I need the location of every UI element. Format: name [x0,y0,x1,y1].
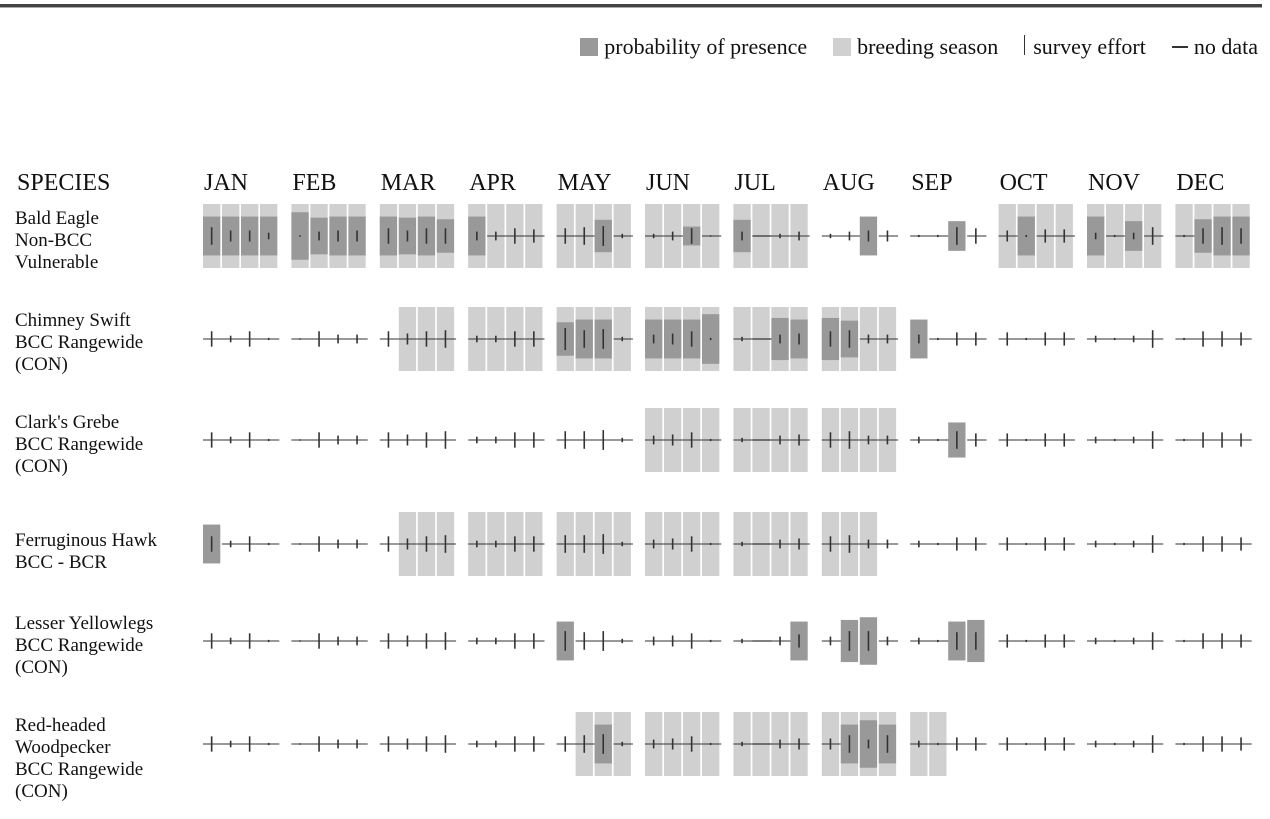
legend-nodata: no data [1171,34,1258,60]
presence-swatch [580,38,599,56]
month-header-oct: OCT [999,170,1048,196]
species-label: Clark's Grebe BCC Rangewide (CON) [15,412,143,478]
effort-swatch [1024,35,1026,55]
month-header-dec: DEC [1176,170,1225,196]
species-label-line: (CON) [15,781,68,802]
month-header-nov: NOV [1088,170,1140,196]
month-header-feb: FEB [292,170,337,196]
month-header-jul: JUL [734,170,776,196]
legend-breeding: breeding season [833,34,998,60]
legend-effort: survey effort [1024,34,1146,60]
species-label-line: Woodpecker [15,737,111,758]
legend-breeding-label: breeding season [857,34,999,59]
species-label-line: BCC Rangewide [15,434,144,455]
month-header-jan: JAN [204,170,249,196]
species-label-line: (CON) [15,354,68,375]
month-header-mar: MAR [380,170,436,196]
legend-nodata-label: no data [1193,34,1258,59]
legend: probability of presence breeding season … [580,34,1258,60]
species-label-line: (CON) [15,456,68,477]
species-label: Red-headed Woodpecker BCC Rangewide (CON) [15,715,143,803]
species-label-line: BCC Rangewide [15,635,144,656]
species-label: Chimney Swift BCC Rangewide (CON) [15,310,143,376]
species-label: Lesser Yellowlegs BCC Rangewide (CON) [15,613,153,679]
species-header: SPECIES [17,170,111,196]
legend-presence-label: probability of presence [604,34,808,59]
species-label-line: Non-BCC [15,230,93,251]
legend-effort-label: survey effort [1033,34,1146,59]
month-header-sep: SEP [911,170,953,196]
species-label-line: Bald Eagle [15,208,99,229]
species-label-line: BCC - BCR [15,552,107,573]
species-label-line: Clark's Grebe [15,412,120,433]
breeding-swatch [833,38,852,56]
species-label-line: BCC Rangewide [15,759,144,780]
nodata-swatch [1171,46,1188,48]
month-header-aug: AUG [822,170,875,196]
species-label: Bald Eagle Non-BCC Vulnerable [15,208,99,274]
month-header-jun: JUN [646,170,691,196]
species-label-line: Red-headed [15,715,106,736]
top-rule [0,4,1262,7]
month-header-apr: APR [469,170,516,196]
species-label-line: Lesser Yellowlegs [15,613,154,634]
species-label-line: Ferruginous Hawk [15,530,157,551]
month-header-may: MAY [557,170,612,196]
species-label-line: (CON) [15,657,68,678]
species-label-line: Vulnerable [15,252,99,273]
species-label-line: Chimney Swift [15,310,131,331]
species-label-line: BCC Rangewide [15,332,144,353]
species-label: Ferruginous Hawk BCC - BCR [15,530,157,574]
legend-presence: probability of presence [580,34,807,60]
